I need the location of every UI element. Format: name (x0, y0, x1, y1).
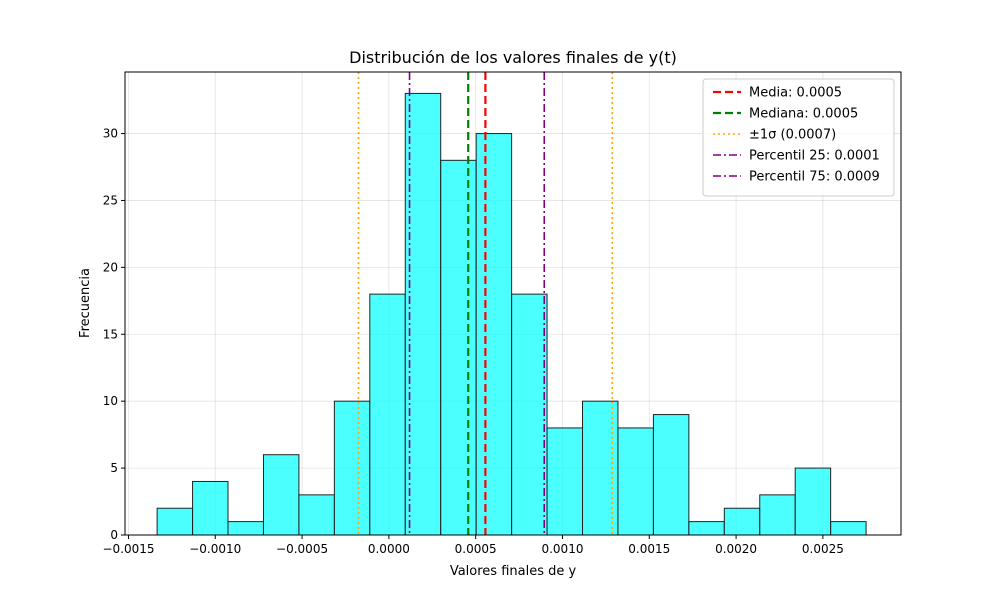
histogram-bar (192, 480, 229, 536)
legend-box (702, 78, 895, 197)
x-tick-label: 0.0025 (802, 542, 844, 556)
x-tick-label: 0.0010 (541, 542, 583, 556)
histogram-bar (369, 293, 406, 536)
y-tick-label: 25 (103, 193, 118, 207)
x-axis-ticks: −0.0015 −0.0010 −0.0005 0.0000 0.0005 0.0010 0… (102, 535, 844, 556)
y-tick-label: 30 (103, 127, 118, 141)
histogram-bar (759, 494, 796, 536)
histogram-bar (156, 507, 194, 536)
histogram-bar (440, 159, 477, 536)
x-tick-label: 0.0005 (455, 542, 497, 556)
chart-title: Distribución de los valores finales de y… (349, 48, 677, 67)
y-axis-label: Frecuencia (78, 268, 93, 338)
legend-label: Percentil 25: 0.0001 (749, 149, 880, 164)
histogram-bar (723, 507, 761, 536)
y-axis-ticks: 0 5 10 15 20 25 30 (103, 127, 125, 542)
y-tick-label: 15 (103, 327, 118, 341)
x-tick-label: −0.0005 (276, 542, 328, 556)
y-tick-label: 20 (103, 260, 118, 274)
histogram-bar (475, 133, 513, 536)
legend-label: Percentil 75: 0.0009 (749, 170, 880, 185)
x-tick-label: −0.0010 (189, 542, 241, 556)
legend-label: ±1σ (0.0007) (749, 128, 836, 143)
histogram-bar (688, 521, 725, 536)
histogram-bar (794, 467, 832, 536)
y-tick-label: 10 (103, 394, 118, 408)
histogram-bar (262, 454, 300, 536)
histogram-bar (546, 427, 584, 536)
histogram-bar (298, 494, 335, 536)
histogram-bar (652, 414, 690, 536)
legend-label: Mediana: 0.0005 (749, 107, 858, 122)
histogram-bar (404, 92, 442, 536)
x-axis-label: Valores finales de y (450, 564, 577, 579)
x-tick-label: 0.0015 (628, 542, 670, 556)
histogram-bar (227, 521, 264, 536)
x-tick-label: 0.0000 (368, 542, 410, 556)
reference-lines (357, 72, 614, 535)
x-tick-label: 0.0020 (715, 542, 757, 556)
histogram-bar (333, 400, 371, 536)
x-tick-label: −0.0015 (102, 542, 154, 556)
legend: Media: 0.0005 Mediana: 0.0005 ±1σ (0.0007)… (702, 78, 895, 197)
plot-frame (124, 71, 902, 536)
y-tick-label: 0 (110, 528, 118, 542)
histogram-bar (830, 521, 867, 536)
legend-label: Media: 0.0005 (749, 86, 842, 101)
histogram-bar (511, 293, 548, 536)
histogram-bars (156, 92, 867, 536)
y-tick-label: 5 (110, 461, 118, 475)
histogram-bar (617, 427, 654, 536)
